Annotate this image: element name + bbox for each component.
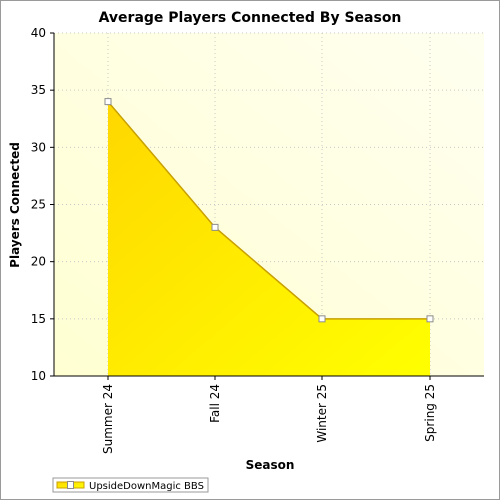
x-axis-title: Season [246,458,295,472]
x-tick-label: Spring 25 [423,384,437,442]
legend-box [52,477,209,493]
x-ticks: Summer 24 Fall 24 Winter 25 Spring 25 [101,376,437,454]
y-tick-label: 25 [31,198,46,212]
legend-label: UpsideDownMagic BBS [89,481,204,492]
y-ticks: 10 15 20 25 30 35 40 [31,26,54,383]
x-tick-label: Winter 25 [315,384,329,443]
chart-title: Average Players Connected By Season [99,10,402,26]
data-point [211,223,219,231]
y-tick-label: 15 [31,312,46,326]
legend: UpsideDownMagic BBS [52,477,209,493]
y-tick-label: 10 [31,369,46,383]
x-tick-label: Fall 24 [208,384,222,423]
data-point [426,315,434,323]
y-tick-label: 30 [31,140,46,154]
data-point [318,315,326,323]
data-point [104,98,112,106]
series-area [104,98,434,376]
y-tick-label: 20 [31,255,46,269]
y-tick-label: 35 [31,83,46,97]
x-tick-label: Summer 24 [101,384,115,454]
area-fill [108,101,430,376]
legend-marker [67,481,74,489]
series-line [107,101,430,320]
y-axis-title: Players Connected [8,142,22,268]
y-tick-label: 40 [31,26,46,40]
